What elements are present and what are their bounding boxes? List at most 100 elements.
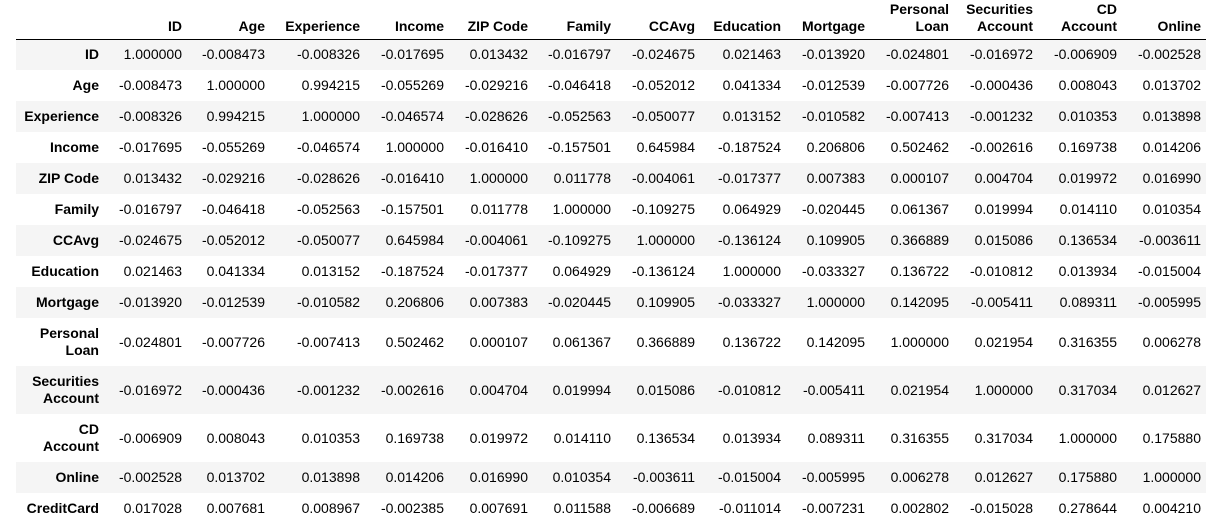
correlation-cell: -0.005995	[1137, 294, 1201, 310]
label-line: Online	[55, 469, 99, 485]
correlation-cell: -0.007231	[801, 500, 865, 516]
correlation-cell: 0.021463	[123, 263, 182, 279]
row-label-personal-loan: Personal Loan	[16, 318, 104, 366]
table-row: CreditCard 0.017028 0.007681 0.008967 -0.002…	[16, 493, 1206, 524]
correlation-cell: 0.007681	[206, 500, 265, 516]
correlation-cell: 0.502462	[890, 139, 949, 155]
label-line: Family	[54, 201, 99, 217]
correlation-cell: 0.010354	[1142, 201, 1201, 217]
correlation-cell: -0.002616	[380, 381, 444, 398]
correlation-cell: 1.000000	[974, 381, 1033, 398]
table-row: Age -0.008473 1.000000 0.994215 -0.055269 -0.…	[16, 70, 1206, 101]
correlation-cell: -0.001232	[969, 108, 1033, 124]
correlation-cell: -0.007413	[885, 108, 949, 124]
correlation-cell: 1.000000	[301, 108, 360, 124]
correlation-cell: 0.014206	[385, 469, 444, 485]
correlation-cell: -0.024675	[631, 46, 695, 63]
correlation-cell: 0.015086	[974, 232, 1033, 248]
label-line: Securities	[32, 373, 99, 389]
table-row: ZIP Code 0.013432 -0.029216 -0.028626 -0.016…	[16, 163, 1206, 194]
correlation-cell: -0.012539	[201, 294, 265, 310]
correlation-cell: 0.502462	[385, 333, 444, 350]
correlation-cell: 0.019994	[974, 201, 1033, 217]
correlation-cell: -0.015004	[717, 469, 781, 485]
correlation-cell: 0.000107	[469, 333, 528, 350]
correlation-cell: 0.004704	[469, 381, 528, 398]
correlation-cell: 0.008043	[206, 429, 265, 446]
correlation-cell: 0.016990	[1142, 170, 1201, 186]
correlation-cell: 1.000000	[1142, 469, 1201, 485]
correlation-cell: 0.015086	[636, 381, 695, 398]
correlation-cell: 0.000107	[890, 170, 949, 186]
correlation-cell: -0.024675	[118, 232, 182, 248]
correlation-cell: -0.008473	[118, 77, 182, 93]
column-header-id: ID	[104, 0, 187, 40]
correlation-cell: 1.000000	[1058, 429, 1117, 446]
table-row: Education 0.021463 0.041334 0.013152 -0.1875…	[16, 256, 1206, 287]
correlation-cell: 0.316355	[1058, 333, 1117, 350]
correlation-cell: 0.142095	[890, 294, 949, 310]
table-row: Income -0.017695 -0.055269 -0.046574 1.00000…	[16, 132, 1206, 163]
label-line: Income	[394, 17, 444, 34]
correlation-cell: -0.016797	[547, 46, 611, 63]
label-line: Account	[43, 390, 99, 406]
correlation-cell: -0.012539	[801, 77, 865, 93]
correlation-cell: 0.136722	[722, 333, 781, 350]
correlation-cell: 0.278644	[1058, 500, 1117, 516]
row-label-id: ID	[16, 39, 104, 70]
label-line: Age	[238, 17, 265, 34]
correlation-cell: -0.003611	[632, 469, 695, 485]
correlation-cell: 0.011588	[553, 500, 611, 516]
correlation-cell: -0.016410	[464, 139, 528, 155]
correlation-cell: 0.014110	[1059, 201, 1117, 217]
correlation-cell: -0.000436	[201, 381, 265, 398]
row-label-experience: Experience	[16, 101, 104, 132]
correlation-cell: -0.010812	[969, 263, 1033, 279]
index-corner-cell	[16, 0, 104, 40]
correlation-cell: 0.136534	[1058, 232, 1117, 248]
correlation-cell: 0.004704	[974, 170, 1033, 186]
correlation-cell: -0.017377	[717, 170, 781, 186]
label-line: Experience	[285, 17, 360, 34]
correlation-cell: -0.024801	[118, 333, 182, 350]
correlation-cell: 0.010354	[552, 469, 611, 485]
correlation-cell: -0.016972	[118, 381, 182, 398]
correlation-cell: -0.052012	[201, 232, 265, 248]
correlation-cell: -0.005995	[801, 469, 865, 485]
correlation-cell: -0.015004	[1137, 263, 1201, 279]
correlation-cell: 1.000000	[123, 46, 182, 63]
correlation-cell: 0.109905	[636, 294, 695, 310]
label-line: Loan	[915, 17, 949, 34]
correlation-cell: 0.010353	[301, 429, 360, 446]
label-line: Personal	[889, 0, 949, 17]
row-label-creditcard: CreditCard	[16, 493, 104, 524]
column-header-zip-code: ZIP Code	[449, 0, 533, 40]
correlation-cell: -0.020445	[801, 201, 865, 217]
label-line: Online	[1157, 17, 1201, 34]
label-line: Securities	[966, 0, 1033, 17]
correlation-cell: -0.028626	[296, 170, 360, 186]
row-label-online: Online	[16, 462, 104, 493]
correlation-cell: -0.008326	[118, 108, 182, 124]
label-line: Account	[43, 438, 99, 454]
correlation-cell: -0.007726	[885, 77, 949, 93]
correlation-cell: 0.645984	[636, 139, 695, 155]
correlation-cell: -0.001232	[296, 381, 360, 398]
correlation-cell: -0.046574	[296, 139, 360, 155]
correlation-cell: 0.008967	[301, 500, 360, 516]
correlation-cell: -0.050077	[296, 232, 360, 248]
column-header-cd-account: CD Account	[1038, 0, 1122, 40]
correlation-cell: -0.028626	[464, 108, 528, 124]
correlation-cell: -0.007726	[201, 333, 265, 350]
correlation-cell: -0.013920	[118, 294, 182, 310]
correlation-cell: 1.000000	[469, 170, 528, 186]
table-row: Securities Account -0.016972 -0.000436 -0.00…	[16, 366, 1206, 414]
correlation-cell: 0.013934	[1058, 263, 1117, 279]
label-line: ZIP Code	[467, 17, 528, 34]
correlation-cell: -0.024801	[885, 46, 949, 63]
column-header-online: Online	[1122, 0, 1206, 40]
correlation-cell: -0.006689	[631, 500, 695, 516]
correlation-cell: 0.006278	[1142, 333, 1201, 350]
correlation-cell: 0.011778	[470, 201, 528, 217]
correlation-cell: 0.013432	[469, 46, 528, 63]
